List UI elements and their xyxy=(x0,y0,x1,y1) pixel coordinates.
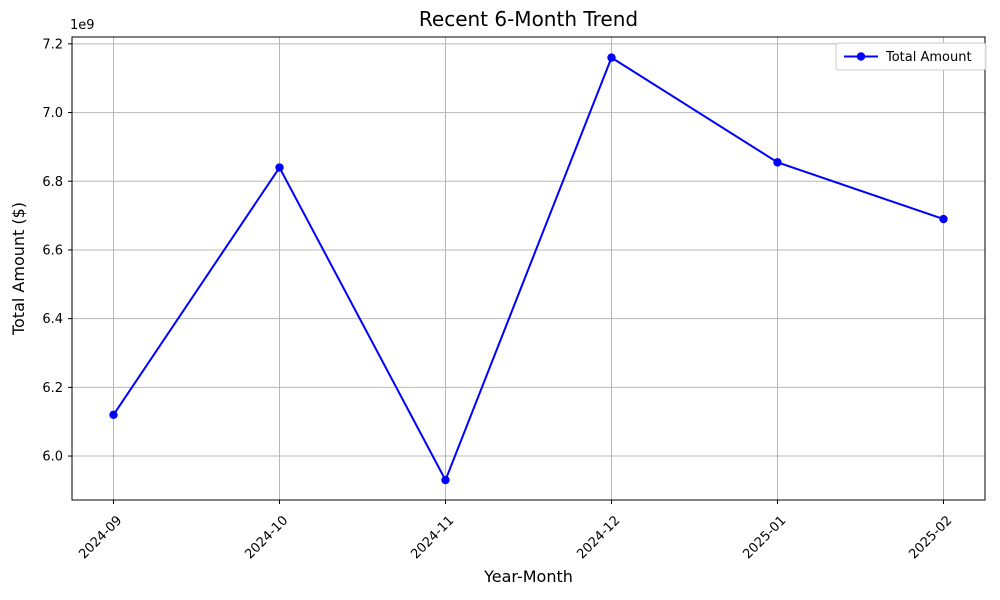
y-tick-label: 6.4 xyxy=(42,312,63,327)
legend-marker xyxy=(856,52,866,61)
y-axis-title: Total Amount ($) xyxy=(9,202,28,336)
y-tick-label: 7.2 xyxy=(42,37,63,52)
y-tick-label: 7.0 xyxy=(42,106,63,121)
y-tick-label: 6.6 xyxy=(42,243,63,258)
data-point-marker xyxy=(607,53,616,62)
chart-title: Recent 6-Month Trend xyxy=(419,7,638,31)
y-tick-label: 6.2 xyxy=(42,381,63,396)
axes-spines xyxy=(71,36,986,501)
y-tick-label: 6.8 xyxy=(42,175,63,190)
legend-label: Total Amount xyxy=(885,50,972,65)
data-point-marker xyxy=(441,475,450,485)
y-axis-offset-label: 1e9 xyxy=(70,18,95,33)
y-tick-label: 6.0 xyxy=(42,450,63,465)
data-point-marker xyxy=(275,163,284,172)
data-point-marker xyxy=(109,410,118,420)
data-point-marker xyxy=(773,158,782,167)
series-line xyxy=(112,56,944,483)
legend-box xyxy=(835,42,987,71)
x-axis-title: Year-Month xyxy=(483,567,573,586)
data-point-marker xyxy=(939,214,948,224)
